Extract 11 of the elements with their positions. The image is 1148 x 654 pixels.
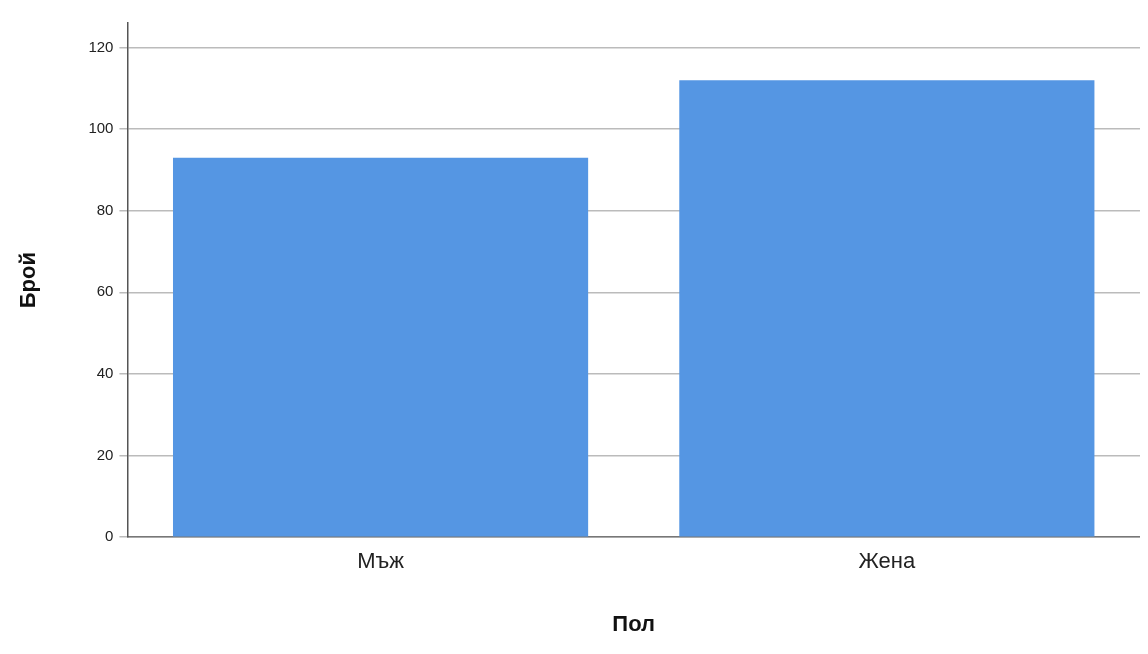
x-axis-title: Пол [612,610,656,636]
y-tick-label: 60 [96,282,114,300]
y-tick-label: 20 [96,445,114,463]
y-tick-label: 120 [88,37,114,55]
y-tick-label: 40 [96,364,114,382]
y-axis-title: Брой [15,251,41,309]
y-tick-label: 80 [96,200,114,218]
y-tick-label: 0 [105,527,114,545]
x-tick-label: Мъж [357,548,405,574]
y-tick-label: 100 [88,119,114,137]
x-tick-label: Жена [858,548,916,574]
